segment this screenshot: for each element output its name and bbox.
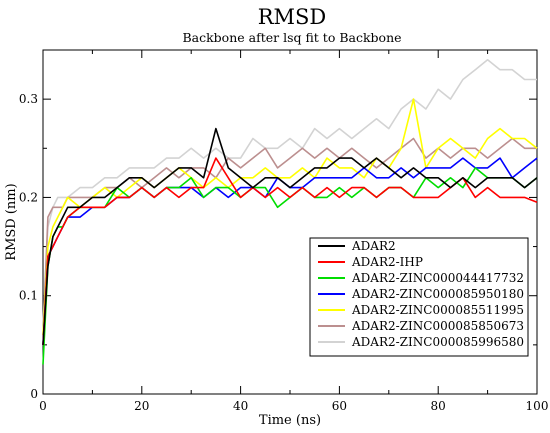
series-lines [42,58,538,365]
chart-title: RMSD [258,5,327,29]
x-axis-label: Time (ns) [259,413,321,428]
x-tick-label: 40 [233,399,248,413]
y-tick-label: 0.3 [19,92,38,106]
legend-entry: ADAR2-ZINC000085850673 [351,319,524,333]
legend: ADAR2 ADAR2-IHP ADAR2-ZINC000044417732 ADAR… [309,237,529,357]
legend-box [309,237,529,357]
legend-entry: ADAR2-ZINC000085511995 [351,303,524,317]
y-axis-label: RMSD (nm) [4,183,19,260]
y-tick-label: 0.2 [19,190,38,204]
x-tick-label: 20 [134,399,149,413]
y-axis-ticks: 0 0.1 0.2 0.3 [19,92,537,401]
legend-entry: ADAR2-ZINC000085950180 [351,287,524,301]
x-tick-label: 60 [332,399,347,413]
chart-subtitle: Backbone after lsq fit to Backbone [182,30,401,45]
x-tick-label: 80 [431,399,446,413]
series-line-0 [42,127,538,345]
y-tick-label: 0.1 [19,289,38,303]
legend-entry: ADAR2-ZINC000044417732 [351,271,524,285]
y-tick-label: 0 [30,387,38,401]
legend-entry: ADAR2-IHP [351,255,423,269]
legend-entry: ADAR2 [351,239,396,253]
series-line-1 [42,157,538,345]
x-tick-label: 100 [526,399,549,413]
x-axis-ticks: 0 20 40 60 80 100 [39,50,548,413]
series-line-6 [42,58,537,326]
legend-entry: ADAR2-ZINC000085996580 [351,335,524,349]
x-tick-label: 0 [39,399,47,413]
series-line-4 [42,98,538,336]
